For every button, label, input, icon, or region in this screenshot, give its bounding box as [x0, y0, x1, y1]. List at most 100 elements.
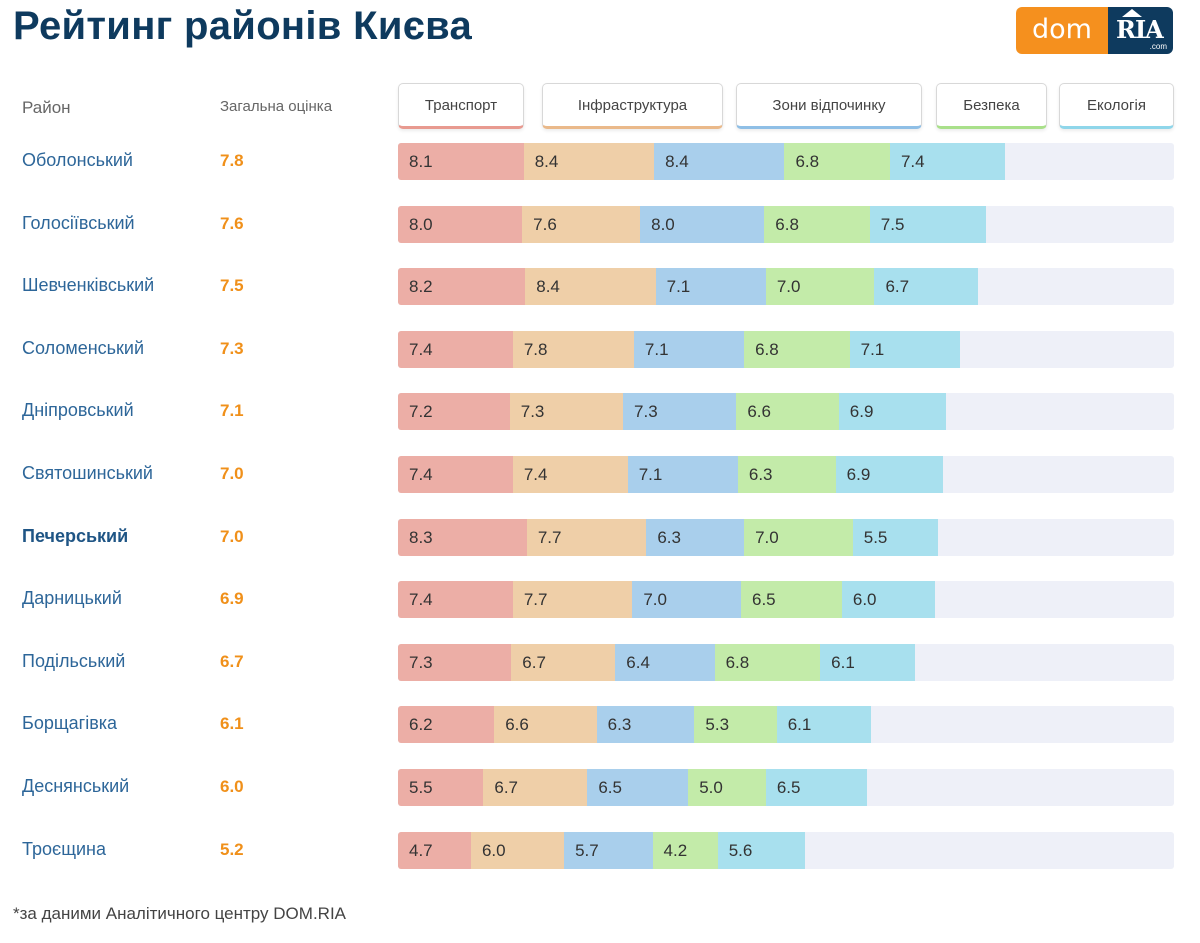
bar-segment-4[interactable]: 4.2 — [652, 832, 718, 869]
district-row[interactable]: Дніпровський 7.1 7.2 7.3 7.3 6.6 6.9 — [0, 393, 1200, 431]
bar-segment-2[interactable]: 7.4 — [512, 456, 628, 493]
bar-segment-5[interactable]: 6.7 — [874, 268, 979, 305]
bar-segment-2[interactable]: 6.7 — [483, 769, 588, 806]
bar-segment-3[interactable]: 5.7 — [564, 832, 653, 869]
district-name[interactable]: Деснянський — [22, 776, 130, 796]
bar-segment-3[interactable]: 6.5 — [587, 769, 689, 806]
district-name[interactable]: Святошинський — [22, 463, 153, 483]
overall-score: 7.3 — [220, 339, 244, 358]
district-name[interactable]: Дніпровський — [22, 400, 134, 420]
bar-segment-2[interactable]: 8.4 — [525, 268, 656, 305]
bar-segment-3[interactable]: 7.1 — [627, 456, 738, 493]
bar-segment-1[interactable]: 6.2 — [398, 706, 495, 743]
bar-segment-5[interactable]: 5.6 — [717, 832, 805, 869]
bar-segment-1[interactable]: 7.3 — [398, 644, 512, 681]
bar-track: 7.2 7.3 7.3 6.6 6.9 — [398, 393, 1174, 430]
bar-segment-2[interactable]: 7.8 — [512, 331, 634, 368]
district-row[interactable]: Деснянський 6.0 5.5 6.7 6.5 5.0 6.5 — [0, 769, 1200, 807]
bar-segment-5[interactable]: 5.5 — [852, 519, 939, 556]
bar-segment-4[interactable]: 6.8 — [744, 331, 850, 368]
district-name[interactable]: Троєщина — [22, 839, 107, 859]
bar-segment-2[interactable]: 6.0 — [470, 832, 565, 869]
category-toggle-4[interactable]: Безпека — [936, 83, 1047, 129]
district-name[interactable]: Дарницький — [22, 588, 122, 608]
overall-score: 6.1 — [220, 714, 244, 733]
bar-segment-2[interactable]: 8.4 — [523, 143, 655, 180]
bar-segment-4[interactable]: 5.3 — [694, 706, 777, 743]
bar-segment-4[interactable]: 6.8 — [784, 143, 890, 180]
district-name[interactable]: Голосіївський — [22, 213, 135, 233]
district-row[interactable]: Подільський 6.7 7.3 6.7 6.4 6.8 6.1 — [0, 644, 1200, 682]
district-name[interactable]: Соломенський — [22, 338, 145, 358]
district-name[interactable]: Печерський — [22, 526, 129, 546]
category-toggle-2[interactable]: Інфраструктура — [542, 83, 723, 129]
bar-segment-5[interactable]: 6.9 — [838, 393, 946, 430]
bar-segment-2[interactable]: 6.6 — [494, 706, 597, 743]
district-row[interactable]: Оболонський 7.8 8.1 8.4 8.4 6.8 7.4 — [0, 143, 1200, 181]
overall-score: 7.0 — [220, 527, 244, 546]
bar-segment-1[interactable]: 8.3 — [398, 519, 527, 556]
domria-logo[interactable]: dom RIA .com — [1016, 7, 1173, 54]
bar-segment-5[interactable]: 6.5 — [765, 769, 867, 806]
overall-score: 7.6 — [220, 214, 244, 233]
bar-segment-3[interactable]: 7.1 — [655, 268, 766, 305]
bar-segment-1[interactable]: 8.0 — [398, 206, 523, 243]
district-name[interactable]: Борщагівка — [22, 713, 118, 733]
bar-segment-3[interactable]: 7.1 — [633, 331, 745, 368]
bar-segment-3[interactable]: 6.3 — [596, 706, 695, 743]
bar-segment-3[interactable]: 6.3 — [646, 519, 745, 556]
district-row[interactable]: Голосіївський 7.6 8.0 7.6 8.0 6.8 7.5 — [0, 206, 1200, 244]
bar-segment-1[interactable]: 4.7 — [398, 832, 471, 869]
bar-segment-1[interactable]: 7.4 — [398, 581, 513, 618]
bar-segment-2[interactable]: 6.7 — [511, 644, 616, 681]
category-toggle-3[interactable]: Зони відпочинку — [736, 83, 922, 129]
bar-segment-4[interactable]: 6.8 — [764, 206, 870, 243]
overall-score: 6.9 — [220, 589, 244, 608]
bar-segment-1[interactable]: 5.5 — [398, 769, 484, 806]
district-row[interactable]: Печерський 7.0 8.3 7.7 6.3 7.0 5.5 — [0, 519, 1200, 557]
bar-segment-5[interactable]: 6.0 — [841, 581, 935, 618]
bar-segment-4[interactable]: 6.5 — [740, 581, 842, 618]
district-name[interactable]: Оболонський — [22, 150, 133, 170]
bar-segment-5[interactable]: 7.1 — [849, 331, 960, 368]
bar-track: 8.0 7.6 8.0 6.8 7.5 — [398, 206, 1174, 243]
category-toggle-1[interactable]: Транспорт — [398, 83, 524, 129]
district-row[interactable]: Шевченківський 7.5 8.2 8.4 7.1 7.0 6.7 — [0, 268, 1200, 306]
district-row[interactable]: Святошинський 7.0 7.4 7.4 7.1 6.3 6.9 — [0, 456, 1200, 494]
bar-segment-2[interactable]: 7.7 — [526, 519, 647, 556]
district-row[interactable]: Соломенський 7.3 7.4 7.8 7.1 6.8 7.1 — [0, 331, 1200, 369]
bar-segment-1[interactable]: 8.2 — [398, 268, 526, 305]
bar-segment-3[interactable]: 8.0 — [640, 206, 765, 243]
bar-track: 7.4 7.4 7.1 6.3 6.9 — [398, 456, 1174, 493]
bar-segment-1[interactable]: 7.2 — [398, 393, 510, 430]
bar-segment-1[interactable]: 8.1 — [398, 143, 524, 180]
bar-segment-5[interactable]: 6.1 — [776, 706, 872, 743]
bar-segment-3[interactable]: 7.0 — [632, 581, 741, 618]
bar-segment-3[interactable]: 8.4 — [654, 143, 785, 180]
bar-segment-4[interactable]: 6.6 — [736, 393, 839, 430]
bar-segment-5[interactable]: 7.4 — [889, 143, 1005, 180]
bar-segment-4[interactable]: 6.3 — [737, 456, 836, 493]
district-row[interactable]: Дарницький 6.9 7.4 7.7 7.0 6.5 6.0 — [0, 581, 1200, 619]
bar-track: 7.3 6.7 6.4 6.8 6.1 — [398, 644, 1174, 681]
bar-segment-2[interactable]: 7.6 — [522, 206, 641, 243]
bar-segment-2[interactable]: 7.3 — [509, 393, 624, 430]
district-name[interactable]: Подільський — [22, 651, 126, 671]
bar-segment-4[interactable]: 7.0 — [744, 519, 853, 556]
district-column-header: Район — [22, 98, 71, 117]
district-row[interactable]: Троєщина 5.2 4.7 6.0 5.7 4.2 5.6 — [0, 832, 1200, 870]
bar-segment-1[interactable]: 7.4 — [398, 331, 513, 368]
bar-segment-4[interactable]: 6.8 — [714, 644, 821, 681]
bar-segment-5[interactable]: 6.9 — [835, 456, 943, 493]
bar-segment-3[interactable]: 6.4 — [615, 644, 715, 681]
category-toggle-5[interactable]: Екологія — [1059, 83, 1174, 129]
bar-segment-3[interactable]: 7.3 — [623, 393, 737, 430]
bar-segment-5[interactable]: 6.1 — [820, 644, 915, 681]
bar-segment-4[interactable]: 7.0 — [765, 268, 875, 305]
bar-segment-2[interactable]: 7.7 — [512, 581, 633, 618]
district-name[interactable]: Шевченківський — [22, 275, 155, 295]
district-row[interactable]: Борщагівка 6.1 6.2 6.6 6.3 5.3 6.1 — [0, 706, 1200, 744]
bar-segment-1[interactable]: 7.4 — [398, 456, 513, 493]
bar-segment-4[interactable]: 5.0 — [688, 769, 766, 806]
bar-segment-5[interactable]: 7.5 — [869, 206, 987, 243]
